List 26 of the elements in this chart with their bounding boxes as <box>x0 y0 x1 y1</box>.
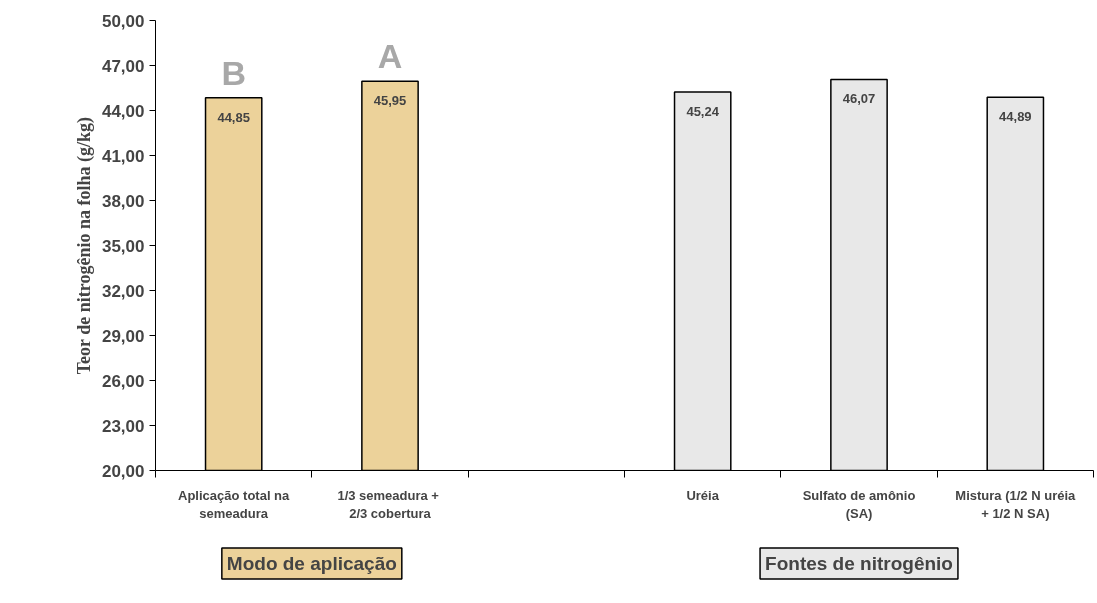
x-tick-label: Aplicação total na semeadura <box>178 487 291 521</box>
annotation: B <box>221 53 246 92</box>
data-label: 45,95 <box>373 93 407 109</box>
y-tick-label: 26,00 <box>101 371 145 391</box>
y-tick-label: 35,00 <box>101 236 145 256</box>
y-tick-label: 32,00 <box>101 281 145 301</box>
x-tick-label: Uréia <box>686 487 720 503</box>
data-label: 45,24 <box>686 103 720 119</box>
data-label: 46,07 <box>842 91 876 107</box>
y-tick-label: 23,00 <box>101 416 145 436</box>
data-label: 44,89 <box>999 109 1032 125</box>
data-label: 44,85 <box>217 109 250 125</box>
y-tick-label: 20,00 <box>101 461 145 481</box>
y-tick-label: 29,00 <box>101 326 145 346</box>
text: Fontes de nitrogênio <box>765 553 953 574</box>
text: Modo de aplicação <box>226 553 397 574</box>
y-axis-title: Teor de nitrogênio na folha (g/kg) <box>73 117 95 375</box>
y-tick-label: 38,00 <box>101 191 145 211</box>
x-tick-label: Sulfato de amônio (SA) <box>802 487 916 521</box>
y-tick-label: 41,00 <box>101 146 145 166</box>
y-tick-label: 44,00 <box>101 101 145 121</box>
x-tick-label: 1/3 semeadura + 2/3 cobertura <box>337 487 440 521</box>
y-tick-label: 50,00 <box>101 11 145 31</box>
annotation: A <box>377 37 403 76</box>
x-tick-label: Mistura (1/2 N uréia + 1/2 N SA) <box>955 487 1077 521</box>
y-tick-label: 47,00 <box>101 56 145 76</box>
